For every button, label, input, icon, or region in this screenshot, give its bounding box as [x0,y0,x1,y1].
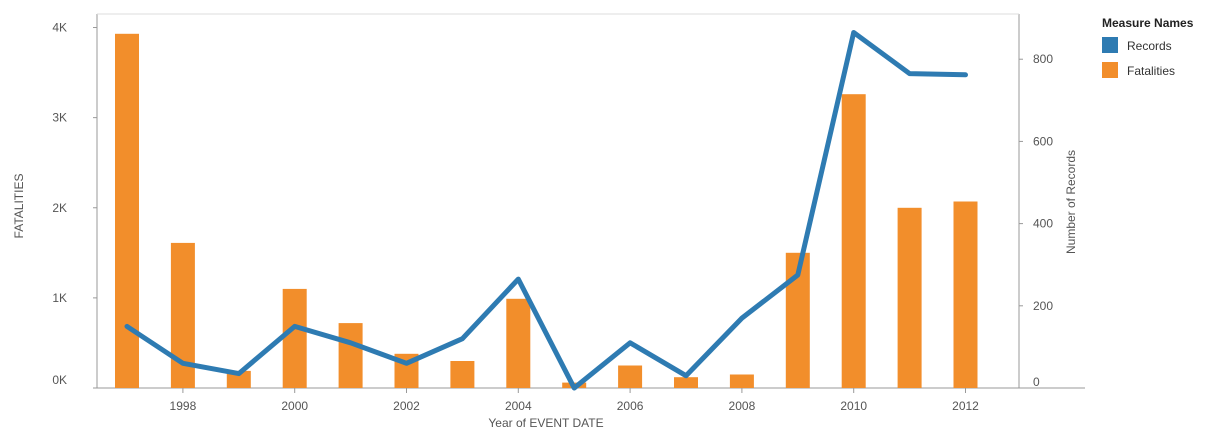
y-right-tick-label-200: 200 [1033,299,1053,313]
records-line-layer [127,32,966,388]
fatalities-bar-2000 [283,289,307,388]
y-right-tick-label-0: 0 [1033,375,1040,389]
y-axis-right-title: Number of Records [1064,150,1078,254]
y-right-tick-label-800: 800 [1033,52,1053,66]
y-axis-left-title: FATALITIES [12,174,26,239]
x-tick-label-1998: 1998 [170,399,197,413]
records-line [127,33,966,389]
x-tick-label-2004: 2004 [505,399,532,413]
y-left-tick-label-4000: 4K [52,21,67,35]
y-left-tick-label-0: 0K [52,373,67,387]
y-right-tick-label-400: 400 [1033,217,1053,231]
fatalities-bar-2008 [730,375,754,389]
fatalities-bar-2010 [842,94,866,388]
y-axis-right: 0 200 400 600 800 [1019,52,1053,389]
x-tick-label-2002: 2002 [393,399,420,413]
fatalities-bar-2004 [506,299,530,388]
fatalities-bar-2012 [954,202,978,389]
x-tick-label-2000: 2000 [281,399,308,413]
x-tick-label-2006: 2006 [617,399,644,413]
y-left-tick-label-1000: 1K [52,291,67,305]
y-axis-left: 0K 1K 2K 3K 4K [52,21,97,388]
plot-frame [97,14,1085,388]
x-tick-label-2012: 2012 [952,399,979,413]
fatalities-bar-2007 [674,377,698,388]
fatalities-bar-2006 [618,366,642,389]
x-axis-title: Year of EVENT DATE [488,416,603,428]
fatalities-bar-2011 [898,208,922,388]
x-tick-label-2008: 2008 [729,399,756,413]
x-axis: 1998 2000 2002 2004 2006 2008 2010 2012 [170,388,980,413]
legend-title: Measure Names [1102,16,1194,30]
x-tick-label-2010: 2010 [840,399,867,413]
fatalities-bar-2003 [450,361,474,388]
legend-label-fatalities: Fatalities [1127,64,1175,78]
legend: Measure Names Records Fatalities [1102,16,1194,78]
legend-swatch-records [1102,37,1118,53]
y-right-tick-label-600: 600 [1033,134,1053,148]
legend-label-records: Records [1127,39,1172,53]
legend-swatch-fatalities [1102,62,1118,78]
y-left-tick-label-2000: 2K [52,201,67,215]
y-left-tick-label-3000: 3K [52,111,67,125]
fatalities-bar-2001 [339,323,363,388]
